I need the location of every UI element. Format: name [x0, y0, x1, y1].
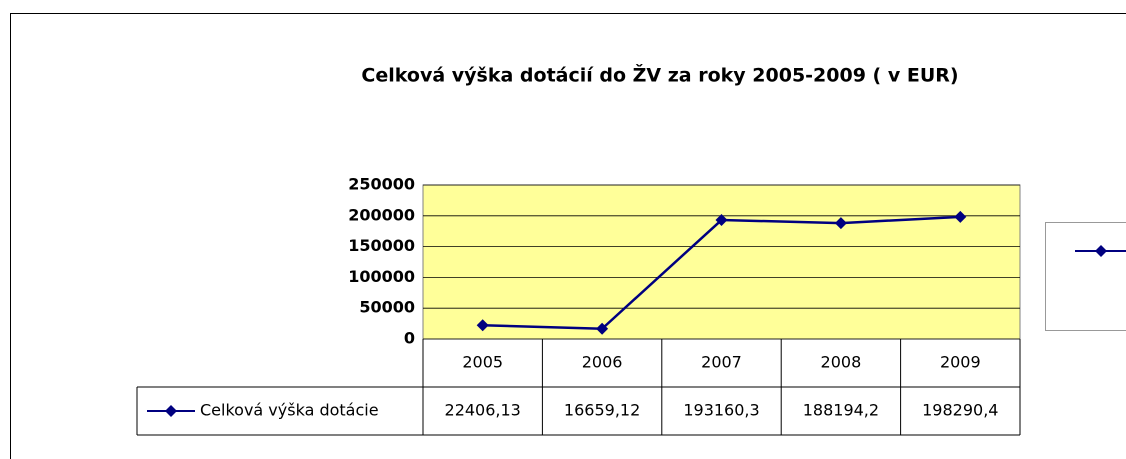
table-value: 193160,3	[683, 401, 759, 420]
point	[954, 210, 967, 223]
y-tick-label: 0	[404, 329, 415, 348]
point	[834, 217, 847, 230]
legend-label: Celková výška dotácie	[200, 401, 379, 420]
legend-marker	[165, 405, 177, 417]
point	[476, 319, 489, 332]
table-value: 188194,2	[803, 401, 879, 420]
x-tick-label: 2006	[582, 353, 623, 372]
x-tick-label: 2007	[701, 353, 742, 372]
chart-frame	[10, 13, 1126, 459]
point	[715, 214, 728, 227]
table-value: 16659,12	[564, 401, 640, 420]
chart-title: Celková výška dotácií do ŽV za roky 2005…	[361, 64, 958, 87]
legend-marker	[1095, 245, 1107, 257]
legend-box	[1045, 222, 1126, 331]
y-tick-label: 150000	[348, 236, 415, 255]
plot-area	[422, 184, 1021, 340]
y-tick-label: 50000	[359, 298, 415, 317]
y-tick-label: 250000	[348, 175, 415, 194]
x-tick-label: 2005	[462, 353, 503, 372]
x-tick-label: 2008	[821, 353, 862, 372]
table-value: 198290,4	[922, 401, 998, 420]
x-tick-label: 2009	[940, 353, 981, 372]
table-value: 22406,13	[445, 401, 521, 420]
point	[596, 322, 609, 335]
y-tick-label: 200000	[348, 205, 415, 224]
y-tick-label: 100000	[348, 267, 415, 286]
